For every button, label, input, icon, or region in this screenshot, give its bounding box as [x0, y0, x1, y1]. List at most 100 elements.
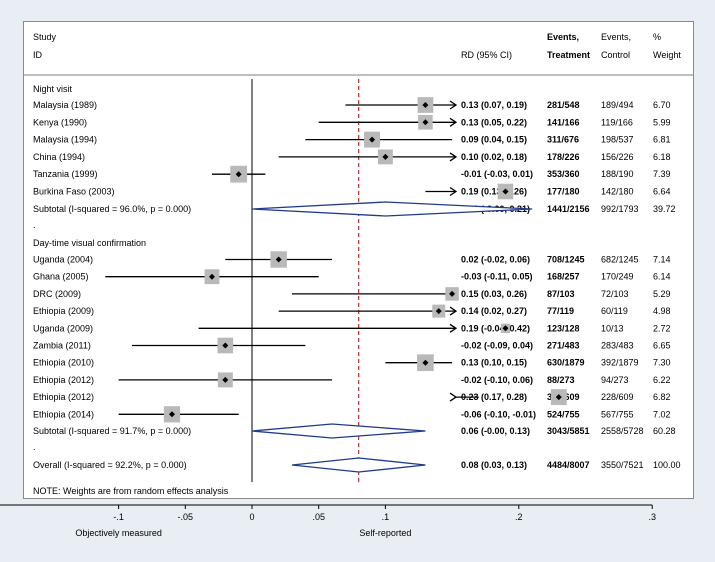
- header-rd: RD (95% CI): [461, 50, 512, 60]
- x-axis-tick-label: -.05: [178, 512, 194, 522]
- study-weight: 5.99: [653, 117, 671, 127]
- subtotal-daytime-label: Subtotal (I-squared = 91.7%, p = 0.000): [33, 426, 191, 436]
- study-events-treatment: 77/119: [547, 306, 574, 316]
- study-weight: 6.18: [653, 152, 671, 162]
- subtotal-daytime-diamond: [251, 423, 426, 439]
- study-point-estimate: [422, 102, 429, 108]
- header-events-control: Events,: [601, 32, 631, 42]
- study-events-control: 156/226: [601, 152, 634, 162]
- group-label-night-visit: Night visit: [33, 84, 73, 94]
- overall-weight: 100.00: [653, 460, 681, 470]
- study-weight: 6.22: [653, 375, 671, 385]
- weights-note: NOTE: Weights are from random effects an…: [33, 486, 229, 496]
- study-events-control: 283/483: [601, 341, 634, 351]
- header-events-treatment: Events,: [547, 32, 579, 42]
- study-ci-arrow: [449, 323, 458, 333]
- study-point-estimate: [275, 256, 282, 263]
- study-label: Ethiopia (2012): [33, 392, 94, 402]
- group-label-daytime: Day-time visual confirmation: [33, 238, 146, 248]
- study-rd-ci: 0.19 (-0.04, 0.42): [461, 323, 530, 333]
- study-events-treatment: 311/676: [547, 135, 579, 145]
- study-weight: 7.30: [653, 358, 671, 368]
- subtotal-night-visit-weight: 39.72: [653, 204, 676, 214]
- study-ci-arrow: [449, 100, 458, 110]
- study-point-estimate: [502, 188, 509, 195]
- x-axis-tick-label: 0: [249, 512, 254, 522]
- study-events-control: 72/103: [601, 289, 629, 299]
- x-axis-tick-label: -.1: [113, 512, 124, 522]
- study-point-estimate: [449, 290, 456, 297]
- study-events-control: 567/755: [601, 409, 634, 419]
- header-id: ID: [33, 50, 43, 60]
- study-point-estimate: [435, 308, 442, 315]
- study-weight: 6.82: [653, 392, 671, 402]
- study-label: Malaysia (1989): [33, 100, 97, 110]
- study-rd-ci: 0.19 (0.13, 0.26): [461, 187, 527, 197]
- study-label: Zambia (2011): [33, 341, 91, 351]
- x-axis-tick-label: .3: [648, 512, 656, 522]
- study-label: Tanzania (1999): [33, 169, 98, 179]
- x-axis-tick-label: .2: [515, 512, 523, 522]
- study-weight: 7.14: [653, 255, 671, 265]
- study-point-estimate: [555, 394, 562, 401]
- study-point-estimate: [369, 136, 376, 143]
- study-ci-arrow: [449, 186, 458, 197]
- study-ci-arrow: [449, 306, 458, 316]
- study-label: Burkina Faso (2003): [33, 187, 115, 197]
- study-events-treatment: 88/273: [547, 375, 575, 385]
- study-events-treatment: 87/103: [547, 289, 575, 299]
- study-rd-ci: 0.10 (0.02, 0.18): [461, 152, 527, 162]
- header-weight: Weight: [653, 50, 681, 60]
- study-rd-ci: -0.06 (-0.10, -0.01): [461, 409, 536, 419]
- study-weight: 5.29: [653, 289, 671, 299]
- study-events-control: 170/249: [601, 272, 634, 282]
- study-rd-ci: 0.13 (0.07, 0.19): [461, 100, 527, 110]
- study-point-estimate: [382, 153, 389, 160]
- study-ci-arrow: [449, 392, 458, 402]
- study-ci-arrow: [449, 152, 458, 162]
- study-events-control: 198/537: [601, 135, 634, 145]
- study-point-estimate: [422, 119, 429, 126]
- study-events-control: 189/494: [601, 100, 634, 110]
- group-spacer-dot: .: [33, 220, 36, 230]
- study-point-estimate: [222, 342, 229, 349]
- study-label: Ethiopia (2010): [33, 358, 94, 368]
- study-events-control: 188/190: [601, 169, 634, 179]
- study-events-treatment: 353/360: [547, 169, 580, 179]
- study-weight: 6.70: [653, 100, 671, 110]
- study-label: Uganda (2009): [33, 323, 93, 333]
- study-point-estimate: [208, 273, 215, 280]
- study-point-estimate: [222, 376, 229, 383]
- group-spacer-dot: .: [33, 442, 36, 452]
- study-label: Ethiopia (2009): [33, 306, 94, 316]
- study-events-treatment: 168/257: [547, 272, 580, 282]
- header-treatment: Treatment: [547, 50, 590, 60]
- subtotal-night-visit-diamond: [251, 201, 533, 217]
- study-events-control: 94/273: [601, 375, 629, 385]
- study-events-control: 228/609: [601, 392, 634, 402]
- study-events-treatment: 524/755: [547, 409, 580, 419]
- subtotal-daytime-rd-ci: 0.06 (-0.00, 0.13): [461, 426, 530, 436]
- subtotal-night-visit-events-control: 992/1793: [601, 204, 639, 214]
- study-label: Uganda (2004): [33, 255, 93, 265]
- study-weight: 6.81: [653, 135, 671, 145]
- x-axis-tick-label: .1: [382, 512, 390, 522]
- study-point-estimate: [502, 325, 509, 332]
- study-rd-ci: 0.02 (-0.02, 0.06): [461, 255, 530, 265]
- study-events-control: 119/166: [601, 117, 633, 127]
- header-study: Study: [33, 32, 57, 42]
- study-events-treatment: 708/1245: [547, 255, 585, 265]
- subtotal-night-visit-events-treatment: 1441/2156: [547, 204, 590, 214]
- header-control: Control: [601, 50, 630, 60]
- study-events-treatment: 271/483: [547, 341, 580, 351]
- study-label: Ghana (2005): [33, 272, 89, 282]
- study-rd-ci: -0.02 (-0.09, 0.04): [461, 341, 533, 351]
- study-label: Kenya (1990): [33, 117, 87, 127]
- study-rd-ci: 0.15 (0.03, 0.26): [461, 289, 527, 299]
- study-weight: 4.98: [653, 306, 671, 316]
- study-events-control: 142/180: [601, 187, 634, 197]
- study-weight: 6.65: [653, 341, 671, 351]
- study-events-control: 682/1245: [601, 255, 639, 265]
- study-label: DRC (2009): [33, 289, 81, 299]
